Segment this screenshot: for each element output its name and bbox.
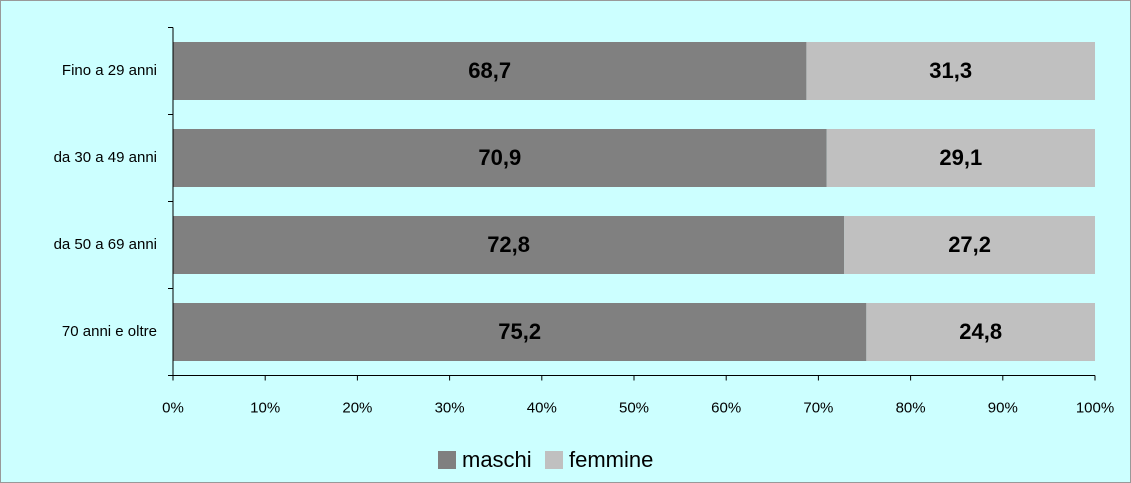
x-tick-label: 10% [250,399,280,416]
data-label: 29,1 [939,145,982,170]
x-tick-label: 50% [619,399,649,416]
bar-segment [173,216,845,274]
x-tick-label: 60% [711,399,741,416]
legend-label: maschi [462,447,532,472]
legend-swatch [545,451,563,469]
x-tick-label: 90% [988,399,1018,416]
bar-segment [866,303,1095,361]
y-tick-label: da 50 a 69 anni [54,236,157,253]
y-tick-label: 70 anni e oltre [62,323,157,340]
legend-swatch [438,451,456,469]
data-label: 24,8 [959,319,1002,344]
x-tick-label: 70% [803,399,833,416]
y-tick-label: Fino a 29 anni [62,62,157,79]
x-tick-label: 30% [435,399,465,416]
legend-label: femmine [569,447,653,472]
bar-segment [173,303,867,361]
x-tick-label: 20% [342,399,372,416]
bar-segment [806,42,1095,100]
data-label: 72,8 [487,232,530,257]
x-tick-label: 100% [1076,399,1114,416]
bar-segment [173,42,807,100]
data-label: 70,9 [478,145,521,170]
data-label: 31,3 [929,58,972,83]
data-label: 75,2 [498,319,541,344]
x-tick-label: 40% [527,399,557,416]
x-tick-label: 80% [896,399,926,416]
data-label: 27,2 [948,232,991,257]
bar-segment [826,129,1095,187]
x-tick-label: 0% [162,399,184,416]
bar-segment [173,129,827,187]
y-tick-label: da 30 a 49 anni [54,149,157,166]
bar-segment [844,216,1095,274]
data-label: 68,7 [468,58,511,83]
